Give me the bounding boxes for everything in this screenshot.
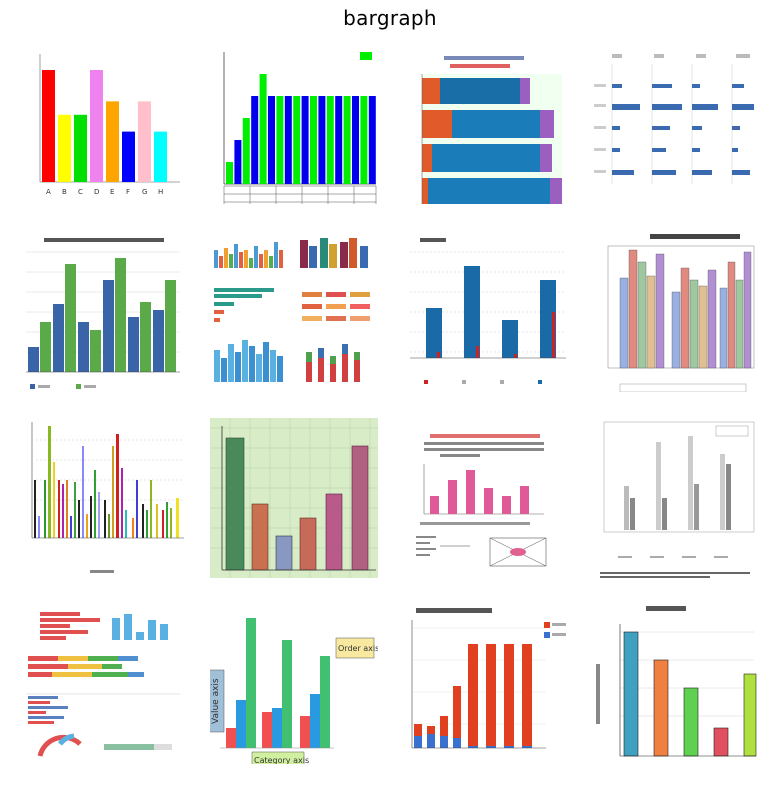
bar: [368, 96, 376, 184]
category-label: E: [110, 188, 114, 196]
category-label: D: [94, 188, 99, 196]
category-axis-label: Category axis: [254, 756, 309, 764]
bar: [343, 96, 351, 184]
bar: [138, 101, 151, 182]
thumbnail-6[interactable]: [210, 232, 378, 392]
category-label: B: [62, 188, 67, 196]
bar-chart-thumbnail: [223, 52, 377, 204]
thumbnail-14[interactable]: Value axis Order axis Category axis: [210, 604, 378, 764]
thumbnail-2[interactable]: [210, 44, 378, 204]
order-axis-label: Order axis: [338, 644, 378, 653]
bar: [154, 131, 167, 182]
value-axis-label: Value axis: [211, 678, 221, 724]
thumbnail-8[interactable]: [590, 232, 758, 392]
bar-chart-thumbnail: [596, 606, 757, 757]
category-label: A: [46, 188, 51, 196]
bar-chart-thumbnail: [31, 422, 184, 573]
bar-chart-thumbnail: Value axis Order axis Category axis: [210, 618, 378, 764]
thumbnail-16[interactable]: [590, 604, 758, 764]
bar: [106, 101, 119, 182]
thumbnail-1[interactable]: A B C D E F G H: [20, 44, 188, 204]
bar: [301, 96, 309, 184]
thumbnail-5[interactable]: [20, 232, 188, 392]
bar: [42, 70, 55, 182]
category-label: H: [158, 188, 163, 196]
bar: [318, 96, 326, 184]
bar-chart-thumbnail: [26, 238, 180, 389]
thumbnail-15[interactable]: [400, 604, 568, 764]
thumbnail-11[interactable]: [400, 418, 568, 578]
bar-chart-thumbnail: [594, 54, 754, 184]
bar-chart-thumbnail: [600, 421, 755, 578]
thumbnail-9[interactable]: [20, 418, 188, 578]
bar: [276, 96, 284, 184]
bar-chart-thumbnail: [421, 56, 562, 204]
category-label: F: [126, 188, 130, 196]
thumbnail-13[interactable]: [20, 604, 188, 764]
bar-chart-thumbnail: [416, 434, 547, 567]
bar: [122, 131, 135, 182]
page-title: bargraph: [343, 6, 437, 30]
thumbnail-7[interactable]: [400, 232, 568, 392]
bar: [242, 118, 250, 184]
bar: [326, 96, 334, 184]
bar: [251, 96, 259, 184]
bar: [58, 114, 71, 182]
thumbnail-12[interactable]: [590, 418, 758, 578]
bar: [226, 162, 233, 184]
bar-chart-thumbnail: [410, 238, 566, 384]
bar: [268, 96, 275, 184]
bar: [293, 96, 301, 184]
bar: [360, 96, 368, 184]
thumbnail-10[interactable]: [210, 418, 378, 578]
bar: [259, 74, 267, 184]
bar: [310, 96, 317, 184]
bar-chart-thumbnail: [210, 418, 378, 578]
bar: [335, 96, 343, 184]
bar: [90, 70, 103, 182]
bar-chart-thumbnail: A B C D E F G H: [39, 54, 180, 196]
bar-chart-thumbnail: [607, 234, 755, 392]
bar: [284, 96, 292, 184]
bar: [234, 140, 242, 184]
bar-chart-thumbnail: [26, 612, 180, 757]
category-label: C: [78, 188, 83, 196]
thumbnail-3[interactable]: [400, 44, 568, 204]
bar-chart-thumbnail: [214, 238, 370, 382]
bar: [352, 96, 359, 184]
bar-chart-thumbnail: [411, 608, 566, 749]
thumbnail-4[interactable]: [590, 44, 758, 204]
bar: [74, 114, 87, 182]
category-label: G: [142, 188, 147, 196]
